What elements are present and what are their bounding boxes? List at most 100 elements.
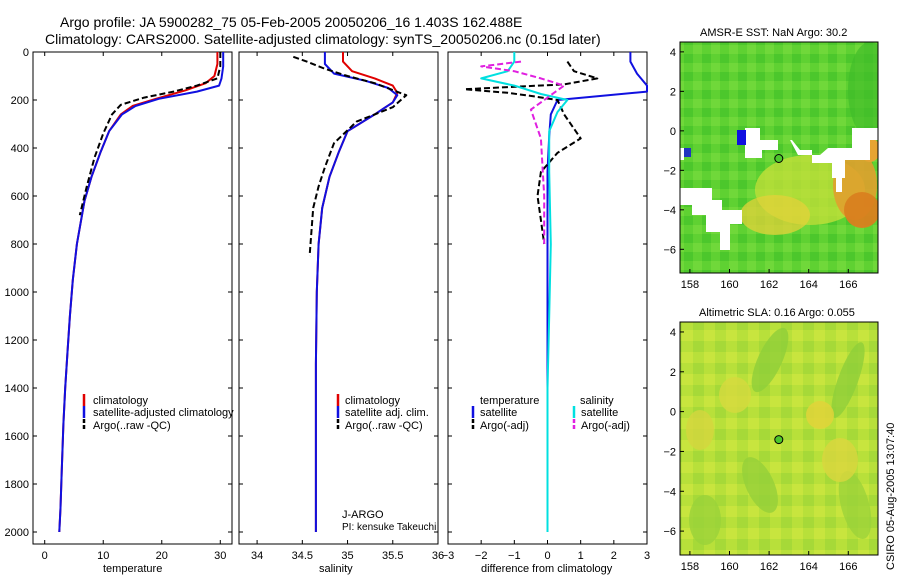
x-tick-label: 1	[578, 550, 584, 562]
series-line	[314, 52, 399, 532]
y-tick-label: 0	[23, 47, 29, 59]
sst-warm-patch	[740, 195, 810, 235]
y-tick-label: 2	[670, 86, 676, 98]
sla-low-band	[838, 470, 872, 540]
sst-missing-data	[680, 188, 742, 250]
sla-high-patch	[822, 438, 858, 482]
x-tick-label: −2	[475, 550, 488, 562]
y-tick-label: −6	[663, 526, 676, 538]
temperature-y-axis: 0 200 400 600 800 1000 1200 1400 1600 1800 2000	[5, 47, 232, 539]
sla-low-band	[689, 495, 721, 545]
y-tick-label: −2	[663, 446, 676, 458]
header-line-1: Argo profile: JA 5900282_75 05-Feb-2005 …	[60, 14, 522, 30]
y-tick-label: 0	[670, 126, 676, 138]
difference-series	[463, 52, 648, 532]
legend-label-satellite: satellite adj. clim.	[345, 407, 429, 419]
sst-map-panel: AMSR-E SST: NaN Argo: 30.2 158 160 162 164 1…	[663, 27, 879, 291]
y-tick-label: 4	[670, 327, 676, 339]
sst-map-title: AMSR-E SST: NaN Argo: 30.2	[700, 27, 847, 39]
x-tick-label: 36	[432, 550, 444, 562]
x-tick-label: 35	[341, 550, 353, 562]
x-tick-label: 34	[251, 550, 263, 562]
y-tick-label: −2	[663, 165, 676, 177]
x-tick-label: 164	[800, 561, 818, 573]
sla-y-axis: 4 2 0 −2 −4 −6	[663, 327, 684, 538]
series-line	[292, 55, 408, 257]
salinity-panel: 34 34.5 35 35.5 36 salinity climatology sate…	[238, 51, 444, 575]
y-tick-label: 1800	[5, 479, 29, 491]
x-tick-label: 34.5	[292, 550, 313, 562]
legend-heading-salinity: salinity	[580, 395, 614, 407]
salinity-plot-frame	[238, 51, 439, 545]
legend-label-sal-satellite: satellite	[581, 407, 618, 419]
y-tick-label: 1600	[5, 431, 29, 443]
temperature-series	[58, 52, 225, 533]
x-tick-label: 20	[156, 550, 168, 562]
x-tick-label: 10	[97, 550, 109, 562]
series-line	[480, 60, 566, 244]
y-tick-label: 800	[11, 239, 29, 251]
legend-label-temp-satellite: satellite	[480, 407, 517, 419]
legend-label-argo: Argo(..raw -QC)	[93, 420, 171, 432]
x-tick-label: 166	[839, 279, 857, 291]
series-line	[463, 61, 599, 245]
sst-cold-pixel	[684, 148, 691, 157]
x-tick-label: 160	[720, 279, 738, 291]
x-tick-label: −3	[442, 550, 455, 562]
sst-cool-patch	[848, 42, 878, 138]
sla-high-patch	[719, 377, 751, 413]
temperature-x-label: temperature	[103, 563, 162, 575]
x-tick-label: 158	[681, 561, 699, 573]
series-line	[78, 52, 222, 216]
argo-float-marker	[774, 435, 784, 445]
y-tick-label: 600	[11, 191, 29, 203]
sst-hot-patch	[844, 192, 878, 228]
temperature-panel: 0 200 400 600 800 1000 1200 1400 1600 1800 2000 0 1…	[5, 47, 235, 575]
y-tick-label: −6	[663, 244, 676, 256]
x-tick-label: 30	[214, 550, 226, 562]
series-line	[480, 52, 569, 532]
difference-y-axis	[448, 51, 647, 533]
program-label: J-ARGO	[342, 509, 384, 521]
pi-label: PI: kensuke Takeuchi	[342, 522, 436, 533]
sla-map-frame	[679, 321, 879, 556]
difference-panel: −3 −2 −1 0 1 2 3 difference from climatology t…	[442, 51, 650, 575]
temperature-legend: climatology satellite-adjusted climatolo…	[82, 394, 234, 432]
sla-high-patch	[806, 401, 834, 429]
series-line	[58, 52, 225, 533]
sst-cold-pixel	[737, 130, 746, 145]
x-tick-label: −1	[508, 550, 521, 562]
legend-label-satellite: satellite-adjusted climatology	[93, 407, 234, 419]
sst-y-axis: 4 2 0 −2 −4 −6	[663, 47, 684, 256]
salinity-x-axis: 34 34.5 35 35.5 36	[251, 52, 444, 562]
salinity-series	[292, 52, 408, 532]
x-tick-label: 0	[42, 550, 48, 562]
legend-label-climatology: climatology	[345, 395, 401, 407]
y-tick-label: 2	[670, 367, 676, 379]
sla-map-title: Altimetric SLA: 0.16 Argo: 0.055	[699, 307, 855, 319]
difference-x-label: difference from climatology	[481, 563, 613, 575]
x-tick-label: 0	[544, 550, 550, 562]
argo-float-marker	[774, 154, 784, 163]
difference-x-axis: −3 −2 −1 0 1 2 3	[442, 52, 650, 562]
y-tick-label: 2000	[5, 527, 29, 539]
sst-missing-data	[745, 128, 878, 178]
temperature-plot-frame	[32, 51, 233, 545]
salinity-y-axis	[239, 51, 438, 533]
legend-label-sal-argo: Argo(-adj)	[581, 420, 630, 432]
x-tick-label: 35.5	[382, 550, 403, 562]
sst-missing-data	[680, 148, 684, 160]
y-tick-label: 1000	[5, 287, 29, 299]
y-tick-label: 400	[11, 143, 29, 155]
difference-legend: temperature satellite Argo(-adj) salinit…	[471, 395, 630, 432]
sla-low-band	[831, 342, 865, 418]
legend-heading-temperature: temperature	[480, 395, 539, 407]
sst-map-frame	[679, 41, 879, 274]
x-tick-label: 162	[760, 561, 778, 573]
sla-high-patch	[686, 410, 714, 450]
legend-label-climatology: climatology	[93, 395, 149, 407]
sla-low-band	[742, 457, 778, 513]
legend-label-temp-argo: Argo(-adj)	[480, 420, 529, 432]
